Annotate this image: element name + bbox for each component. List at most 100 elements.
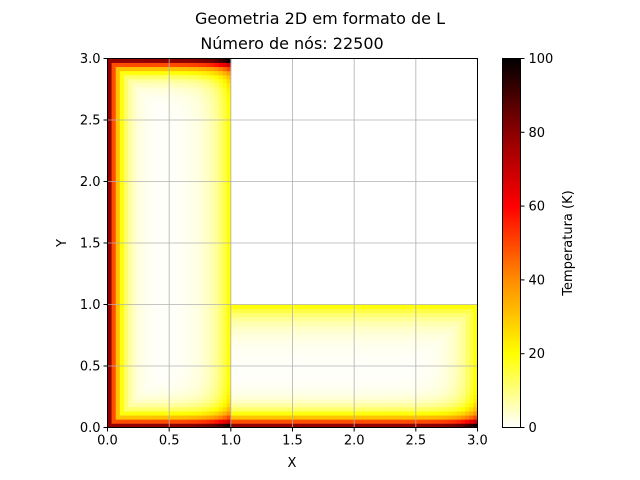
- heatmap-cell: [218, 74, 223, 80]
- heatmap-cell: [144, 83, 149, 88]
- heatmap-cell: [173, 238, 178, 244]
- heatmap-cell: [391, 341, 396, 346]
- heatmap-cell: [234, 349, 240, 355]
- heatmap-cell: [128, 234, 133, 240]
- heatmap-cell: [218, 366, 223, 371]
- heatmap-cell: [206, 243, 211, 248]
- heatmap-cell: [132, 378, 137, 383]
- heatmap-cell: [411, 361, 417, 367]
- heatmap-cell: [193, 325, 199, 330]
- heatmap-cell: [144, 218, 149, 223]
- heatmap-cell: [169, 304, 174, 309]
- heatmap-cell: [399, 325, 404, 330]
- heatmap-cell: [173, 66, 178, 72]
- heatmap-cell: [461, 304, 466, 309]
- heatmap-cell: [144, 62, 149, 68]
- heatmap-cell: [206, 128, 211, 133]
- heatmap-cell: [173, 234, 178, 240]
- heatmap-cell: [115, 374, 121, 379]
- heatmap-cell: [214, 411, 219, 416]
- heatmap-cell: [428, 378, 433, 383]
- heatmap-cell: [461, 415, 466, 420]
- heatmap-cell: [136, 394, 141, 400]
- heatmap-cell: [181, 411, 186, 416]
- heatmap-cell: [218, 226, 223, 232]
- heatmap-cell: [469, 419, 474, 424]
- heatmap-cell: [132, 255, 137, 260]
- heatmap-cell: [123, 140, 129, 145]
- heatmap-cell: [206, 316, 211, 322]
- heatmap-cell: [202, 214, 207, 219]
- heatmap-cell: [107, 136, 112, 141]
- heatmap-cell: [370, 361, 376, 367]
- heatmap-cell: [136, 99, 141, 104]
- heatmap-cell: [119, 370, 125, 375]
- heatmap-cell: [177, 398, 182, 404]
- heatmap-cell: [259, 386, 265, 391]
- heatmap-cell: [193, 74, 199, 80]
- heatmap-cell: [473, 329, 478, 334]
- heatmap-cell: [119, 411, 125, 416]
- heatmap-cell: [202, 128, 207, 133]
- heatmap-cell: [132, 91, 137, 96]
- heatmap-cell: [214, 124, 219, 129]
- heatmap-cell: [160, 316, 166, 322]
- heatmap-cell: [177, 177, 182, 182]
- heatmap-cell: [218, 144, 223, 150]
- heatmap-cell: [267, 411, 273, 416]
- heatmap-cell: [210, 320, 215, 326]
- heatmap-cell: [119, 333, 125, 338]
- heatmap-cell: [214, 390, 219, 396]
- heatmap-cell: [333, 345, 339, 350]
- heatmap-cell: [181, 238, 186, 244]
- heatmap-cell: [181, 128, 186, 133]
- heatmap-cell: [115, 333, 121, 338]
- heatmap-cell: [448, 407, 454, 412]
- heatmap-cell: [202, 193, 207, 199]
- heatmap-cell: [333, 361, 339, 367]
- heatmap-cell: [465, 398, 470, 404]
- heatmap-cell: [366, 349, 371, 355]
- heatmap-cell: [218, 173, 223, 178]
- heatmap-cell: [144, 292, 149, 297]
- heatmap-cell: [226, 419, 232, 424]
- heatmap-cell: [296, 304, 302, 309]
- heatmap-cell: [119, 58, 125, 63]
- heatmap-cell: [255, 341, 260, 346]
- heatmap-cell: [222, 206, 228, 211]
- heatmap-cell: [370, 423, 376, 428]
- heatmap-cell: [321, 407, 326, 412]
- heatmap-cell: [226, 169, 232, 174]
- heatmap-cell: [136, 79, 141, 84]
- heatmap-cell: [107, 415, 112, 420]
- heatmap-cell: [271, 378, 277, 383]
- heatmap-cell: [218, 169, 223, 174]
- heatmap-cell: [214, 177, 219, 182]
- heatmap-cell: [169, 202, 174, 207]
- heatmap-cell: [448, 423, 454, 428]
- heatmap-cell: [115, 300, 121, 305]
- heatmap-cell: [189, 238, 195, 244]
- heatmap-cell: [411, 320, 417, 326]
- heatmap-cell: [148, 185, 154, 191]
- heatmap-cell: [411, 394, 417, 400]
- heatmap-cell: [300, 394, 306, 400]
- heatmap-cell: [218, 341, 223, 346]
- heatmap-cell: [321, 398, 326, 404]
- heatmap-cell: [214, 312, 219, 318]
- heatmap-cell: [296, 349, 302, 355]
- heatmap-cell: [136, 74, 141, 80]
- heatmap-cell: [165, 66, 170, 72]
- heatmap-cell: [288, 353, 293, 359]
- heatmap-cell: [234, 411, 240, 416]
- heatmap-cell: [206, 161, 211, 166]
- heatmap-cell: [160, 370, 166, 375]
- heatmap-cell: [140, 423, 145, 428]
- heatmap-cell: [160, 271, 166, 277]
- heatmap-cell: [243, 304, 248, 309]
- heatmap-cell: [115, 345, 121, 350]
- heatmap-cell: [156, 99, 162, 104]
- heatmap-cell: [132, 66, 137, 72]
- heatmap-cell: [436, 378, 441, 383]
- heatmap-cell: [362, 374, 367, 379]
